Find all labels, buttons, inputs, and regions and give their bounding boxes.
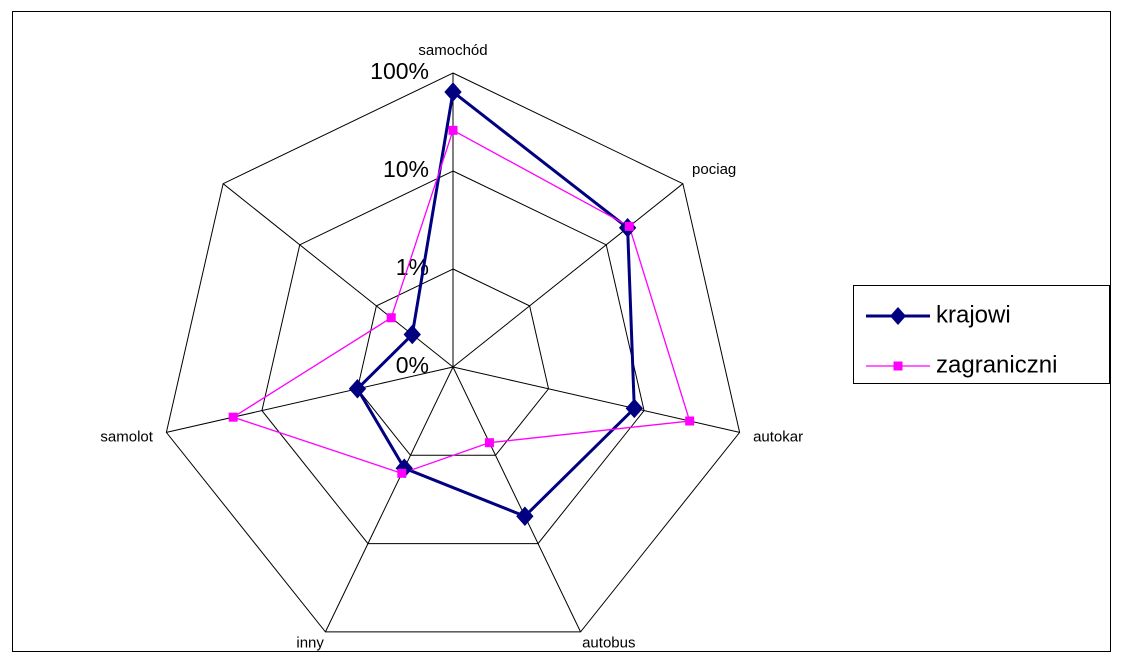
legend-label: zagraniczni [936,351,1057,378]
grid-ring [261,170,645,545]
marker [516,506,534,526]
legend-label: krajowi [936,301,1011,328]
marker [348,379,367,399]
category-label: samolot [100,428,153,445]
marker [448,125,458,135]
marker [625,398,643,419]
category-label: autobus [582,635,635,652]
marker [624,221,634,231]
marker [685,416,695,426]
series-line [231,129,691,475]
r-tick-label: 0% [396,352,429,378]
grid-ring [165,72,741,633]
marker [228,412,238,422]
marker [484,438,494,448]
spoke [324,366,454,633]
category-label: inny [296,635,324,652]
spoke [166,366,454,433]
category-label: autokar [753,428,803,445]
series-line [355,89,636,518]
marker [386,313,396,323]
marker [444,82,462,102]
marker [397,468,407,478]
category-label: samochód [418,42,487,59]
marker [403,324,421,345]
legend-marker [893,361,903,371]
r-tick-label: 100% [370,58,429,84]
legend-marker [890,307,906,325]
grid-ring [452,366,454,368]
category-label: pociag [692,161,736,178]
r-tick-label: 10% [383,156,429,182]
spoke [452,183,684,368]
spoke [452,366,582,633]
